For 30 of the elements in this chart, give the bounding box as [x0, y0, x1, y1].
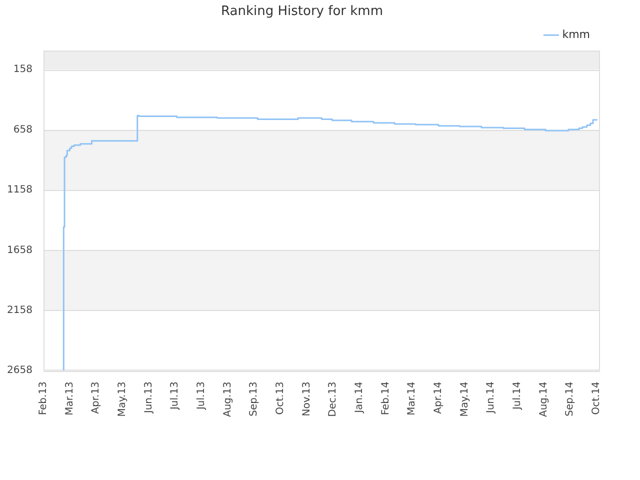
x-tick-label: Aug.13: [222, 382, 234, 418]
x-tick-label: Oct.13: [275, 382, 286, 415]
x-tick-label: Dec.13: [328, 382, 339, 417]
x-tick-label: Aug.14: [538, 382, 550, 418]
x-tick-label: May.14: [459, 382, 470, 417]
x-tick-label: Jul.13: [170, 382, 181, 411]
x-tick-label: May.13: [117, 382, 128, 417]
x-tick-label: Mar.14: [406, 382, 418, 416]
y-tick-label: 1658: [6, 244, 32, 256]
x-tick-label: Jul.14: [512, 382, 524, 411]
legend-label: kmm: [562, 28, 590, 41]
x-tick-label: Jul.13: [196, 382, 208, 411]
y-tick-label: 2658: [6, 365, 32, 376]
x-tick-label: Sep.14: [564, 382, 576, 416]
y-tick-label: 158: [13, 64, 32, 76]
x-tick-label: Jan.14: [354, 382, 366, 414]
y-tick-label: 2158: [6, 304, 32, 316]
x-tick-label: Sep.13: [248, 382, 260, 416]
y-tick-label: 1158: [6, 184, 32, 196]
x-tick-label: Nov.13: [301, 382, 312, 416]
x-tick-label: Feb.13: [38, 382, 50, 416]
x-tick-label: Mar.13: [64, 382, 76, 416]
x-tick-label: Oct.14: [591, 382, 602, 415]
y-tick-label: 658: [13, 124, 32, 136]
chart-title: Ranking History for kmm: [221, 4, 383, 20]
x-tick-label: Feb.14: [380, 382, 392, 416]
x-tick-label: Apr.14: [433, 382, 444, 414]
x-tick-label: Jun.13: [143, 382, 154, 414]
x-tick-label: Apr.13: [90, 382, 102, 414]
x-tick-label: Jun.14: [486, 382, 497, 414]
